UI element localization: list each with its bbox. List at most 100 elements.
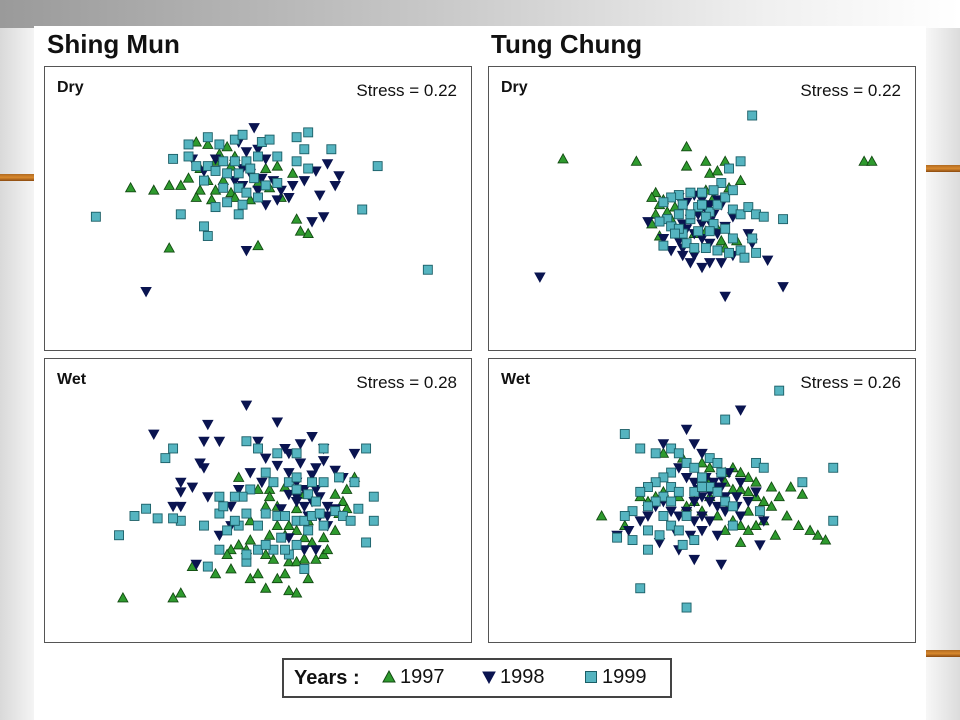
point-1999-29 [272,178,283,188]
point-1998-33 [283,468,295,479]
scatter-plot-tung-chung-wet [595,385,839,613]
point-1999-14 [229,156,240,167]
point-1998-9 [232,484,245,496]
point-1999-42 [643,544,653,555]
point-1998-53 [175,501,187,513]
point-1999-48 [141,503,152,514]
point-1999-7 [689,462,700,473]
point-1999-38 [643,525,653,536]
point-1999-33 [727,233,738,244]
point-1998-31 [730,492,743,503]
point-1999-39 [199,221,209,232]
point-1998-41 [757,516,770,527]
point-1999-28 [735,209,746,220]
point-1999-2 [241,436,252,447]
point-1997-0 [232,471,245,482]
point-1999-25 [758,462,769,473]
point-1998-21 [271,195,284,206]
point-1997-35 [819,534,832,545]
point-1999-15 [218,156,229,167]
point-1999-41 [253,520,263,531]
point-1999-37 [751,247,761,258]
point-1998-27 [333,171,345,182]
point-1997-1 [252,483,264,494]
point-1999-12 [307,477,317,488]
point-1998-52 [148,429,160,440]
stress-label: Stress = 0.22 [800,81,901,100]
point-1997-17 [163,179,175,190]
point-1997-40 [769,529,782,540]
point-1998-10 [252,185,264,197]
point-1999-10 [677,199,688,210]
point-1997-12 [290,524,303,535]
point-1999-4 [708,185,719,196]
point-1998-0 [248,123,260,134]
point-1997-31 [252,239,264,251]
point-1999-50 [129,511,140,521]
panel-tung-chung-dry: Dry Stress = 0.22 [488,66,916,351]
season-label: Dry [57,79,84,96]
point-1998-30 [657,233,670,245]
point-1997-0 [190,136,203,147]
point-1999-38 [739,252,750,263]
point-1999-59 [229,515,240,526]
point-1999-58 [241,549,252,560]
point-1998-7 [167,501,179,513]
point-1999-49 [114,530,124,541]
point-1999-43 [689,243,700,254]
point-1997-23 [866,155,878,166]
point-1999-32 [241,187,252,198]
point-1997-48 [167,591,179,603]
point-1997-22 [858,155,870,166]
point-1997-21 [244,193,257,205]
point-1999-51 [681,602,692,613]
point-1998-28 [321,511,334,522]
point-1999-42 [422,264,433,275]
point-1999-3 [253,443,263,454]
point-1999-10 [299,144,310,155]
point-1998-16 [283,448,295,460]
point-1999-1 [160,453,171,464]
point-1999-62 [280,544,290,555]
point-1997-4 [700,155,712,166]
panel-tung-chung-wet: Wet Stress = 0.26 [488,358,916,643]
point-1999-29 [697,482,707,492]
point-1997-14 [317,531,330,543]
point-1998-4 [259,154,272,165]
point-1997-10 [175,179,187,190]
point-1999-33 [345,515,356,526]
point-1997-41 [271,572,284,584]
point-1998-47 [175,477,187,489]
point-1998-36 [622,525,635,537]
point-1997-38 [719,524,731,535]
point-1998-28 [750,487,762,498]
point-1997-46 [796,488,809,499]
point-1997-32 [337,495,349,506]
stress-label: Stress = 0.28 [356,373,457,392]
point-1997-42 [302,572,314,584]
point-1999-48 [654,530,665,541]
square-icon [585,671,597,683]
point-1997-1 [202,138,214,149]
point-1999-40 [372,161,383,172]
point-1997-47 [175,587,187,598]
point-1997-21 [221,548,233,559]
point-1998-4 [186,482,199,493]
point-1999-25 [720,223,731,234]
point-1999-9 [326,144,337,155]
point-1998-21 [317,456,330,467]
point-1998-1 [202,419,214,431]
point-1999-19 [245,484,256,495]
point-1999-28 [260,180,271,191]
season-label: Dry [501,79,528,96]
point-1999-36 [175,209,186,220]
triangle-up-icon [382,670,396,683]
point-1998-6 [175,487,187,498]
point-1997-33 [124,181,137,193]
scatter-plot-shing-mun-dry [90,123,433,298]
point-1997-51 [252,567,264,579]
point-1999-40 [276,532,287,543]
point-1999-2 [724,163,734,174]
point-1998-2 [688,439,701,450]
point-1999-6 [685,187,696,198]
